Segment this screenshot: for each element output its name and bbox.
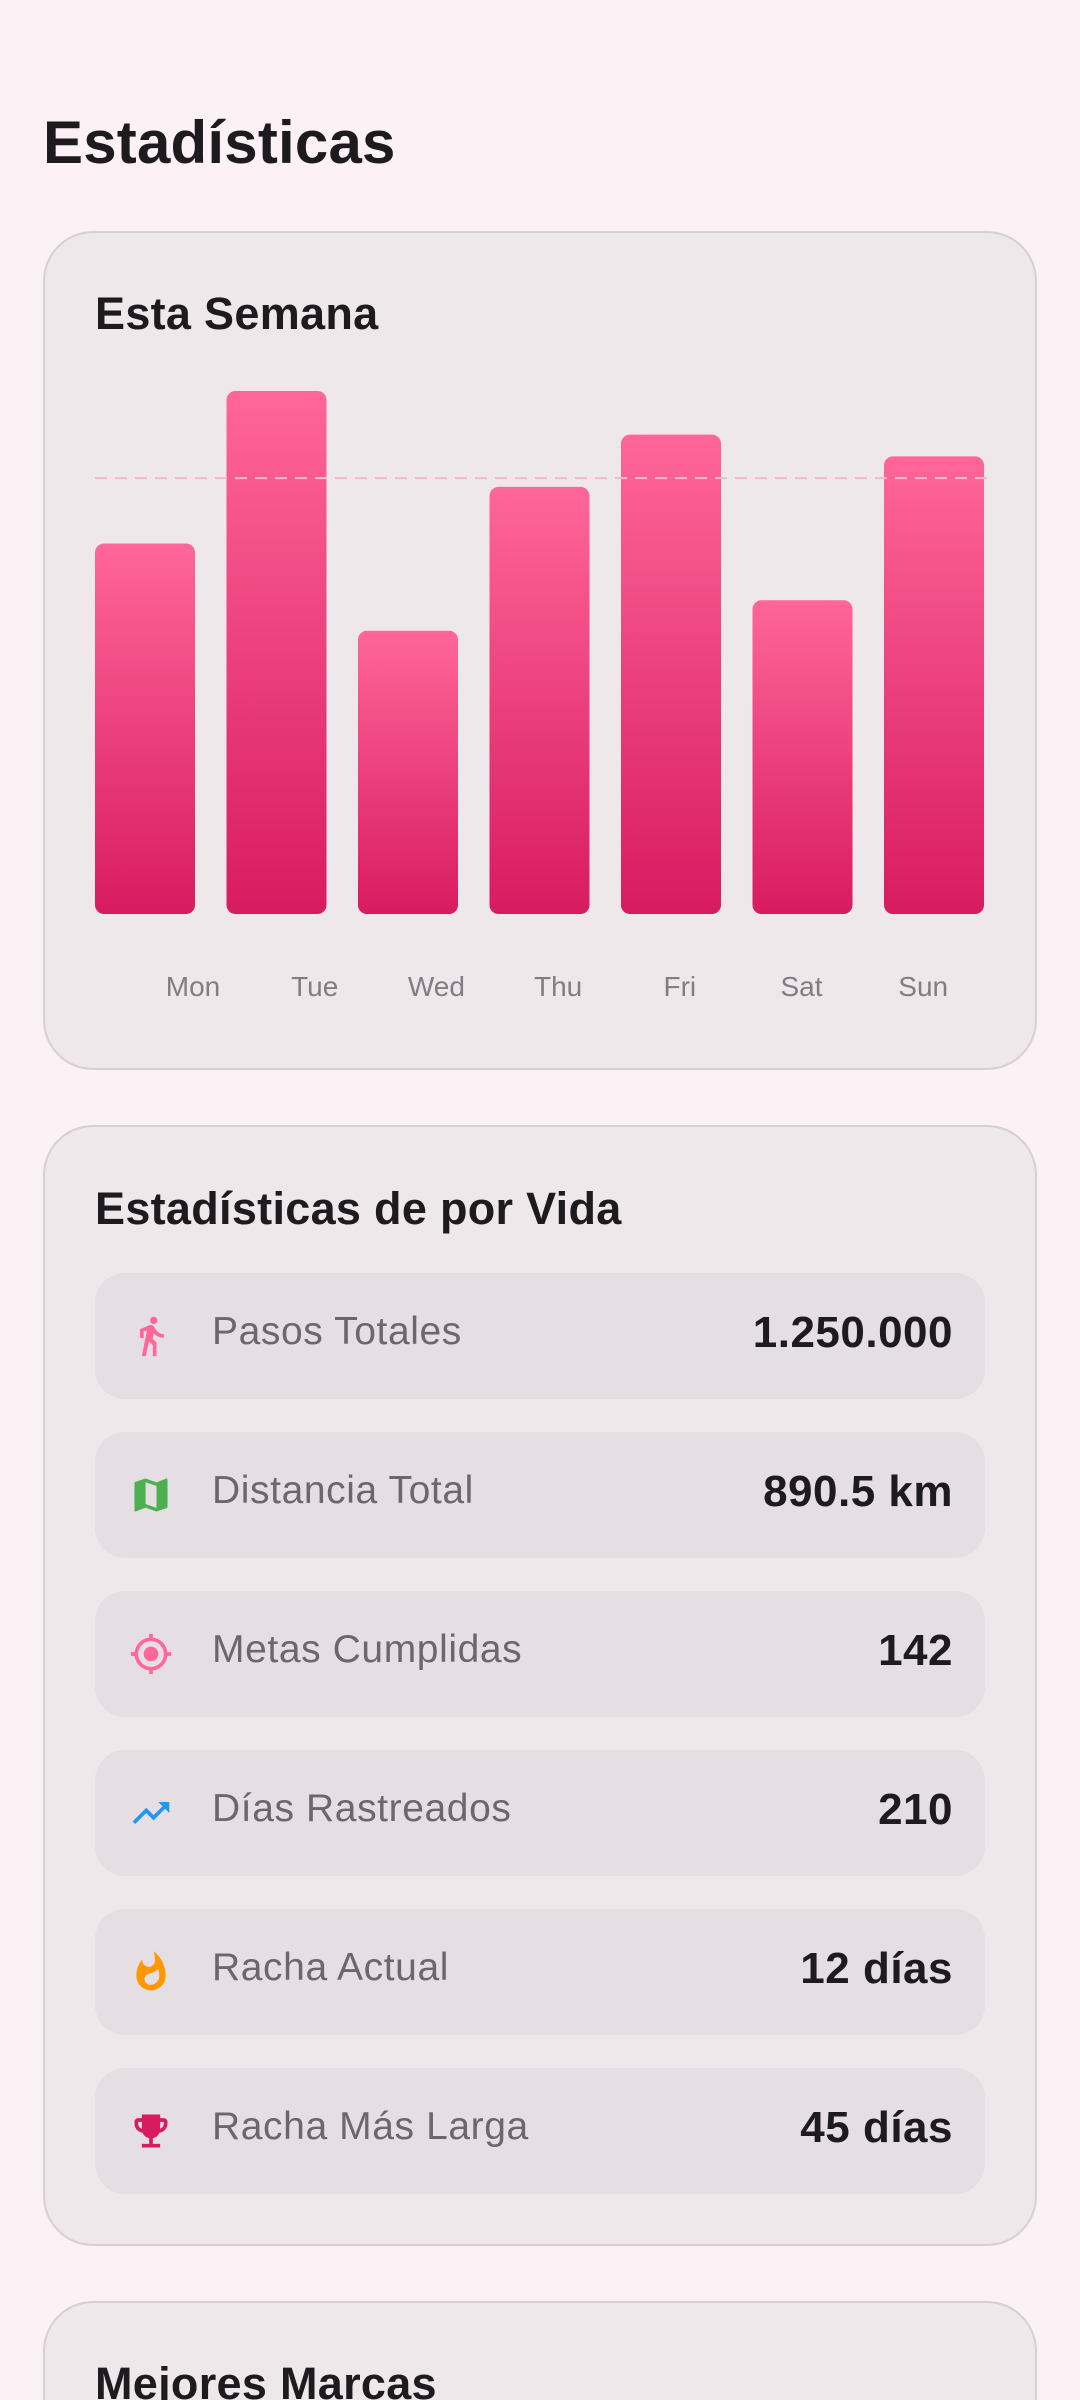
stat-row-current-streak: Racha Actual 12 días (95, 1909, 985, 2035)
stat-value: 210 (878, 1785, 953, 1834)
page-title: Estadísticas (43, 109, 396, 176)
chart-day-label: Tue (291, 971, 338, 1002)
chart-bar-wed[interactable] (358, 630, 458, 914)
chart-bar-mon[interactable] (95, 543, 195, 914)
chart-bar-thu[interactable] (489, 486, 590, 914)
fire-icon (129, 1950, 173, 1994)
stat-label: Pasos Totales (212, 1310, 462, 1353)
best-records-card: Mejores Marcas (43, 2301, 1037, 2400)
map-icon (129, 1473, 173, 1517)
stat-row-days-tracked: Días Rastreados 210 (95, 1750, 985, 1876)
lifetime-stats-card: Estadísticas de por Vida Pasos Totales 1… (43, 1125, 1037, 2246)
chart-bar-tue[interactable] (226, 391, 327, 914)
chart-day-label: Fri (663, 971, 696, 1002)
stat-label: Distancia Total (212, 1469, 474, 1512)
stat-value: 45 días (800, 2103, 953, 2152)
trending-up-icon (129, 1791, 173, 1835)
chart-day-label: Mon (166, 971, 220, 1002)
stat-value: 1.250.000 (752, 1308, 953, 1357)
chart-day-label: Wed (408, 971, 465, 1002)
chart-bar-fri[interactable] (621, 434, 721, 914)
chart-bar-sun[interactable] (884, 456, 984, 914)
chart-bar-sat[interactable] (752, 600, 853, 914)
stat-label: Metas Cumplidas (212, 1628, 523, 1671)
weekly-chart-card: Esta Semana Mon Tue Wed Thu Fri Sat Sun (43, 231, 1037, 1070)
weekly-chart-title: Esta Semana (95, 288, 379, 339)
stat-value: 890.5 km (763, 1467, 953, 1516)
stat-row-longest-streak: Racha Más Larga 45 días (95, 2068, 985, 2194)
stat-label: Racha Actual (212, 1946, 450, 1989)
chart-day-label: Thu (534, 971, 582, 1002)
lifetime-stats-title: Estadísticas de por Vida (95, 1183, 622, 1234)
stat-row-goals-met: Metas Cumplidas 142 (95, 1591, 985, 1717)
walk-icon (129, 1314, 173, 1358)
stat-row-total-steps: Pasos Totales 1.250.000 (95, 1273, 985, 1399)
chart-day-label: Sun (898, 971, 948, 1002)
trophy-icon (129, 2109, 173, 2153)
stat-row-total-distance: Distancia Total 890.5 km (95, 1432, 985, 1558)
target-icon (129, 1632, 173, 1676)
stat-value: 142 (878, 1626, 953, 1675)
weekly-bar-chart: Mon Tue Wed Thu Fri Sat Sun (95, 391, 989, 1002)
stat-label: Racha Más Larga (212, 2105, 529, 2148)
chart-day-label: Sat (780, 971, 822, 1002)
stat-label: Días Rastreados (212, 1787, 512, 1830)
stat-value: 12 días (800, 1944, 953, 1993)
best-records-title: Mejores Marcas (95, 2358, 437, 2400)
